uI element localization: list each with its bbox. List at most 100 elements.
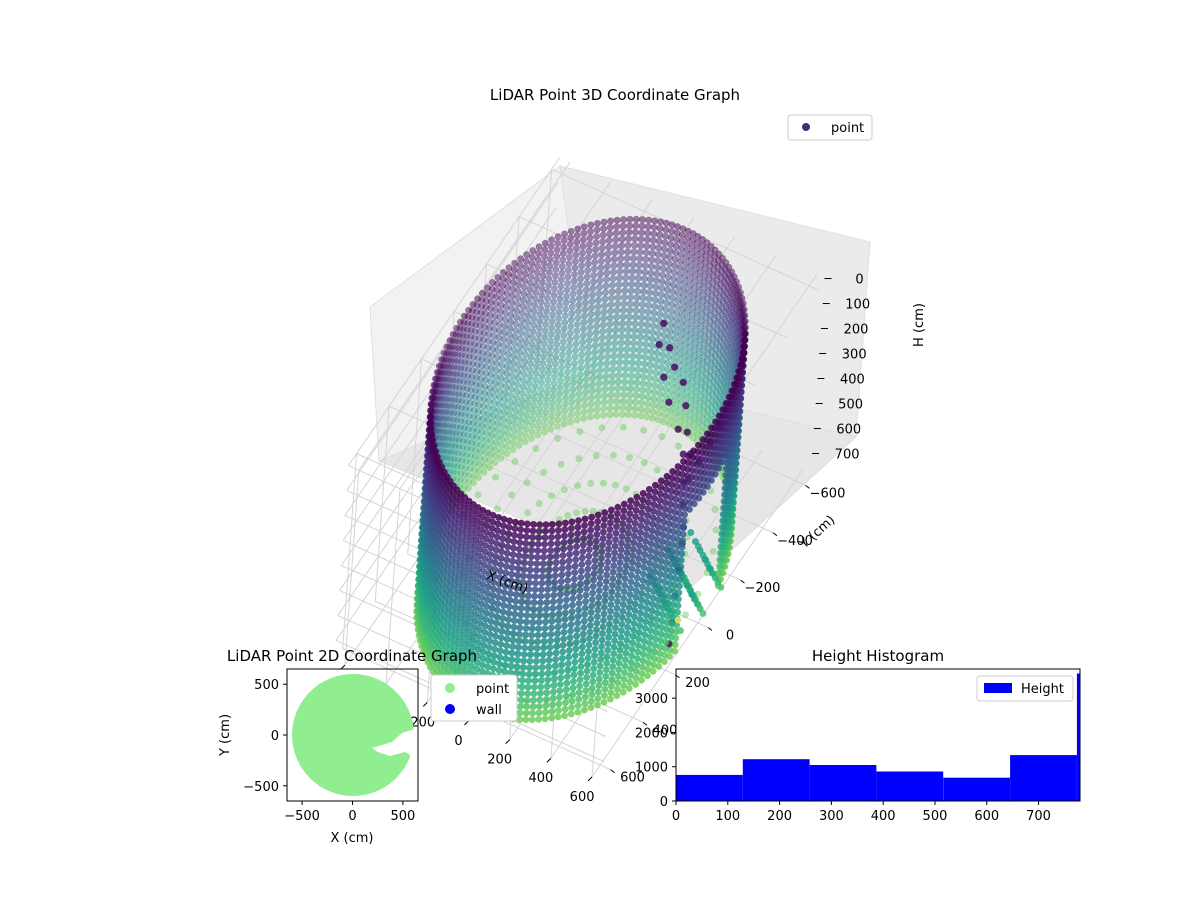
lidar-point bbox=[522, 264, 530, 272]
lidar-point bbox=[702, 252, 710, 260]
lidar-point bbox=[492, 619, 500, 627]
lidar-point bbox=[598, 424, 606, 432]
lidar-point bbox=[508, 564, 516, 572]
lidar-point bbox=[566, 329, 574, 337]
lidar-point bbox=[515, 630, 523, 638]
lidar-point bbox=[603, 564, 611, 572]
lidar-point bbox=[531, 382, 539, 390]
lidar-point bbox=[531, 670, 539, 678]
lidar-point bbox=[568, 392, 576, 400]
lidar-point bbox=[540, 259, 548, 267]
lidar-point bbox=[628, 558, 636, 566]
lidar-point bbox=[652, 276, 660, 284]
lidar-point bbox=[521, 357, 529, 365]
lidar-point bbox=[674, 442, 682, 450]
lidar-point bbox=[536, 696, 544, 704]
y-tick-mark-3d bbox=[610, 769, 615, 774]
lidar-point bbox=[509, 439, 517, 447]
lidar-point bbox=[538, 372, 546, 380]
lidar-point bbox=[566, 418, 574, 426]
lidar-point bbox=[546, 255, 554, 263]
lidar-point bbox=[505, 530, 513, 538]
lidar-point bbox=[547, 630, 555, 638]
lidar-point bbox=[695, 287, 703, 295]
lidar-point bbox=[540, 252, 548, 260]
lidar-point bbox=[690, 447, 698, 455]
lidar-point bbox=[593, 524, 601, 532]
lidar-point bbox=[594, 517, 602, 525]
lidar-point bbox=[575, 606, 583, 614]
lidar-point bbox=[638, 314, 646, 322]
lidar-point bbox=[519, 383, 527, 391]
lidar-point bbox=[531, 301, 539, 309]
lidar-point bbox=[588, 513, 596, 521]
grid-line bbox=[591, 468, 804, 778]
lidar-point bbox=[613, 307, 621, 315]
lidar-point bbox=[696, 546, 704, 554]
lidar-point bbox=[620, 669, 628, 677]
lidar-point bbox=[638, 392, 646, 400]
lidar-point bbox=[605, 243, 613, 251]
lidar-point bbox=[610, 643, 618, 651]
lidar-point bbox=[559, 545, 567, 553]
lidar-point bbox=[533, 275, 541, 283]
lidar-point bbox=[555, 693, 563, 701]
lidar-point bbox=[506, 517, 514, 525]
lidar-point bbox=[631, 320, 639, 328]
lidar-point bbox=[608, 581, 616, 589]
lidar-point bbox=[559, 344, 567, 352]
lidar-point bbox=[523, 325, 531, 333]
lidar-point bbox=[639, 496, 647, 504]
lidar-point bbox=[643, 406, 651, 414]
lidar-point bbox=[601, 679, 609, 687]
lidar-point bbox=[518, 598, 526, 606]
lidar-point bbox=[694, 369, 702, 377]
lidar-point bbox=[596, 574, 604, 582]
lidar-point bbox=[553, 252, 561, 260]
lidar-point bbox=[517, 416, 525, 424]
lidar-point bbox=[615, 274, 623, 282]
lidar-point bbox=[679, 457, 687, 465]
lidar-point bbox=[593, 701, 601, 709]
lidar-point bbox=[626, 391, 634, 399]
lidar-point bbox=[568, 608, 576, 616]
lidar-point bbox=[676, 412, 684, 420]
lidar-point bbox=[616, 268, 624, 276]
lidar-point bbox=[689, 236, 697, 244]
lidar-point bbox=[643, 321, 651, 329]
lidar-point bbox=[554, 239, 562, 247]
lidar-point bbox=[519, 663, 527, 671]
lidar-point bbox=[570, 366, 578, 374]
lidar-point bbox=[590, 569, 598, 577]
lidar-point bbox=[556, 383, 564, 391]
lidar-point bbox=[715, 562, 723, 570]
lidar-point bbox=[543, 395, 551, 403]
lidar-point bbox=[615, 365, 623, 373]
lidar-point bbox=[608, 588, 616, 596]
lidar-point bbox=[597, 567, 605, 575]
lidar-point bbox=[526, 366, 534, 374]
lidar-point bbox=[651, 289, 659, 297]
lidar-point bbox=[694, 441, 702, 449]
lidar-point bbox=[586, 539, 594, 547]
lidar-point bbox=[428, 394, 436, 402]
lidar-point bbox=[643, 327, 651, 335]
lidar-point bbox=[525, 664, 533, 672]
lidar-point bbox=[584, 349, 592, 357]
lidar-point bbox=[508, 643, 516, 651]
lidar-point bbox=[649, 401, 657, 409]
lidar-point bbox=[507, 662, 515, 670]
lidar-point bbox=[684, 369, 692, 377]
lidar-point bbox=[607, 506, 615, 514]
lidar-point bbox=[541, 421, 549, 429]
lidar-point bbox=[602, 366, 610, 374]
lidar-point bbox=[522, 431, 530, 439]
lidar-point bbox=[549, 304, 557, 312]
lidar-point bbox=[535, 612, 543, 620]
lidar-point bbox=[608, 372, 616, 380]
lidar-point bbox=[541, 327, 549, 335]
lidar-point bbox=[605, 545, 613, 553]
lidar-point bbox=[595, 373, 603, 381]
lidar-point bbox=[586, 413, 594, 421]
lidar-point bbox=[645, 374, 653, 382]
